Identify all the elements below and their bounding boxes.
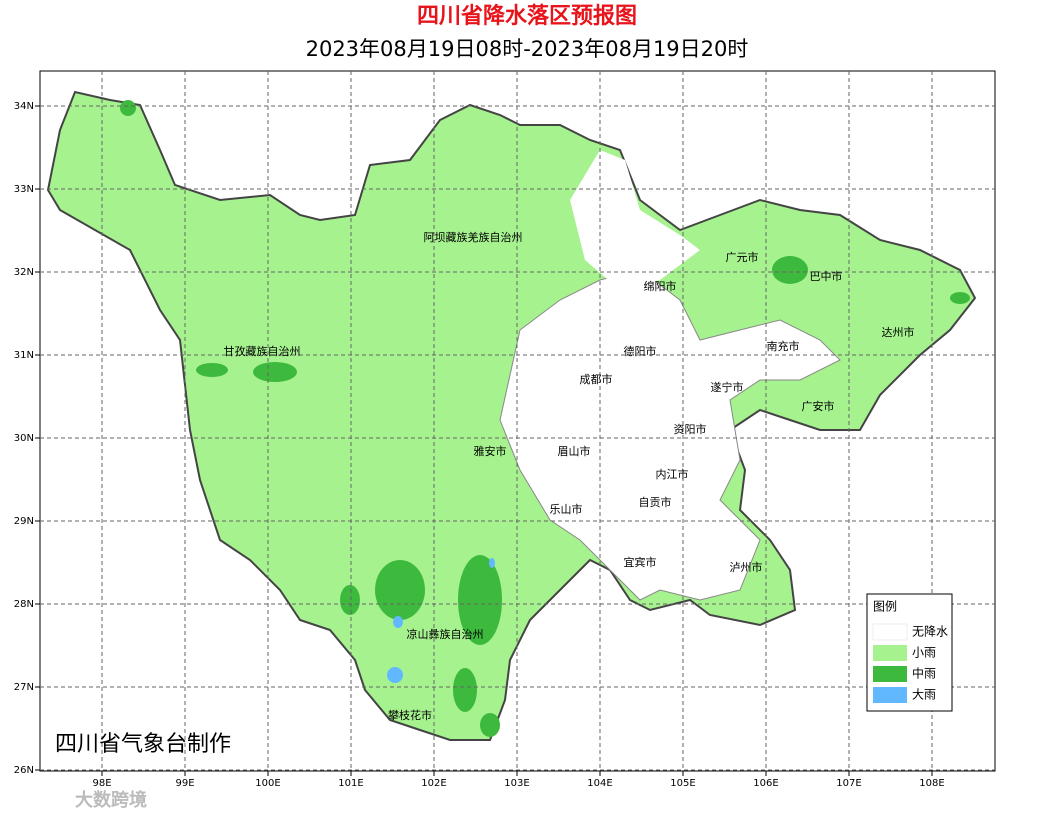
lat-label: 29N bbox=[14, 516, 34, 527]
region-label: 自贡市 bbox=[639, 495, 672, 509]
region-label: 内江市 bbox=[656, 467, 689, 481]
region-label: 雅安市 bbox=[474, 444, 507, 458]
lat-label: 27N bbox=[14, 682, 34, 693]
region-label: 遂宁市 bbox=[711, 380, 744, 394]
legend-swatch bbox=[873, 645, 907, 661]
lon-label: 105E bbox=[670, 778, 695, 789]
legend-swatch bbox=[873, 666, 907, 682]
lat-label: 32N bbox=[14, 267, 34, 278]
lon-label: 106E bbox=[753, 778, 778, 789]
lon-label: 100E bbox=[255, 778, 280, 789]
lon-label: 108E bbox=[919, 778, 944, 789]
region-label: 达州市 bbox=[882, 325, 915, 339]
legend-label: 无降水 bbox=[912, 625, 948, 639]
title: 四川省降水落区预报图 bbox=[417, 4, 637, 29]
lon-label: 99E bbox=[175, 778, 194, 789]
lon-label: 102E bbox=[421, 778, 446, 789]
lon-label: 104E bbox=[587, 778, 612, 789]
lat-label: 26N bbox=[14, 765, 34, 776]
lon-label: 103E bbox=[504, 778, 529, 789]
region-label: 阿坝藏族羌族自治州 bbox=[424, 230, 523, 244]
lat-label: 31N bbox=[14, 350, 34, 361]
region-label: 凉山彝族自治州 bbox=[407, 627, 484, 641]
region-label: 乐山市 bbox=[550, 502, 583, 516]
region-label: 资阳市 bbox=[674, 422, 707, 436]
subtitle: 2023年08月19日08时-2023年08月19日20时 bbox=[306, 37, 749, 61]
region-label: 德阳市 bbox=[624, 344, 657, 358]
lon-label: 98E bbox=[92, 778, 111, 789]
legend-label: 大雨 bbox=[912, 688, 936, 702]
lat-label: 34N bbox=[14, 101, 34, 112]
lon-label: 101E bbox=[338, 778, 363, 789]
region-label: 南充市 bbox=[767, 339, 800, 353]
lat-label: 30N bbox=[14, 433, 34, 444]
legend-swatch bbox=[873, 687, 907, 703]
region-label: 广安市 bbox=[802, 399, 835, 413]
province bbox=[46, 90, 977, 741]
region-label: 攀枝花市 bbox=[388, 708, 432, 722]
region-label: 泸州市 bbox=[730, 560, 763, 574]
legend-swatch bbox=[872, 623, 908, 641]
credit: 四川省气象台制作 bbox=[55, 732, 231, 757]
legend-label: 小雨 bbox=[912, 646, 936, 660]
region-label: 成都市 bbox=[580, 372, 613, 386]
region-label: 甘孜藏族自治州 bbox=[224, 344, 301, 358]
watermark: 大数跨境 bbox=[75, 789, 147, 811]
lat-label: 28N bbox=[14, 599, 34, 610]
lat-label: 33N bbox=[14, 184, 34, 195]
legend-title: 图例 bbox=[873, 600, 897, 614]
region-label: 宜宾市 bbox=[624, 555, 657, 569]
region-label: 眉山市 bbox=[558, 444, 591, 458]
legend-label: 中雨 bbox=[912, 666, 936, 681]
region-label: 广元市 bbox=[726, 250, 759, 264]
lon-label: 107E bbox=[836, 778, 861, 789]
region-label: 绵阳市 bbox=[644, 279, 677, 293]
region-label: 巴中市 bbox=[810, 269, 843, 283]
